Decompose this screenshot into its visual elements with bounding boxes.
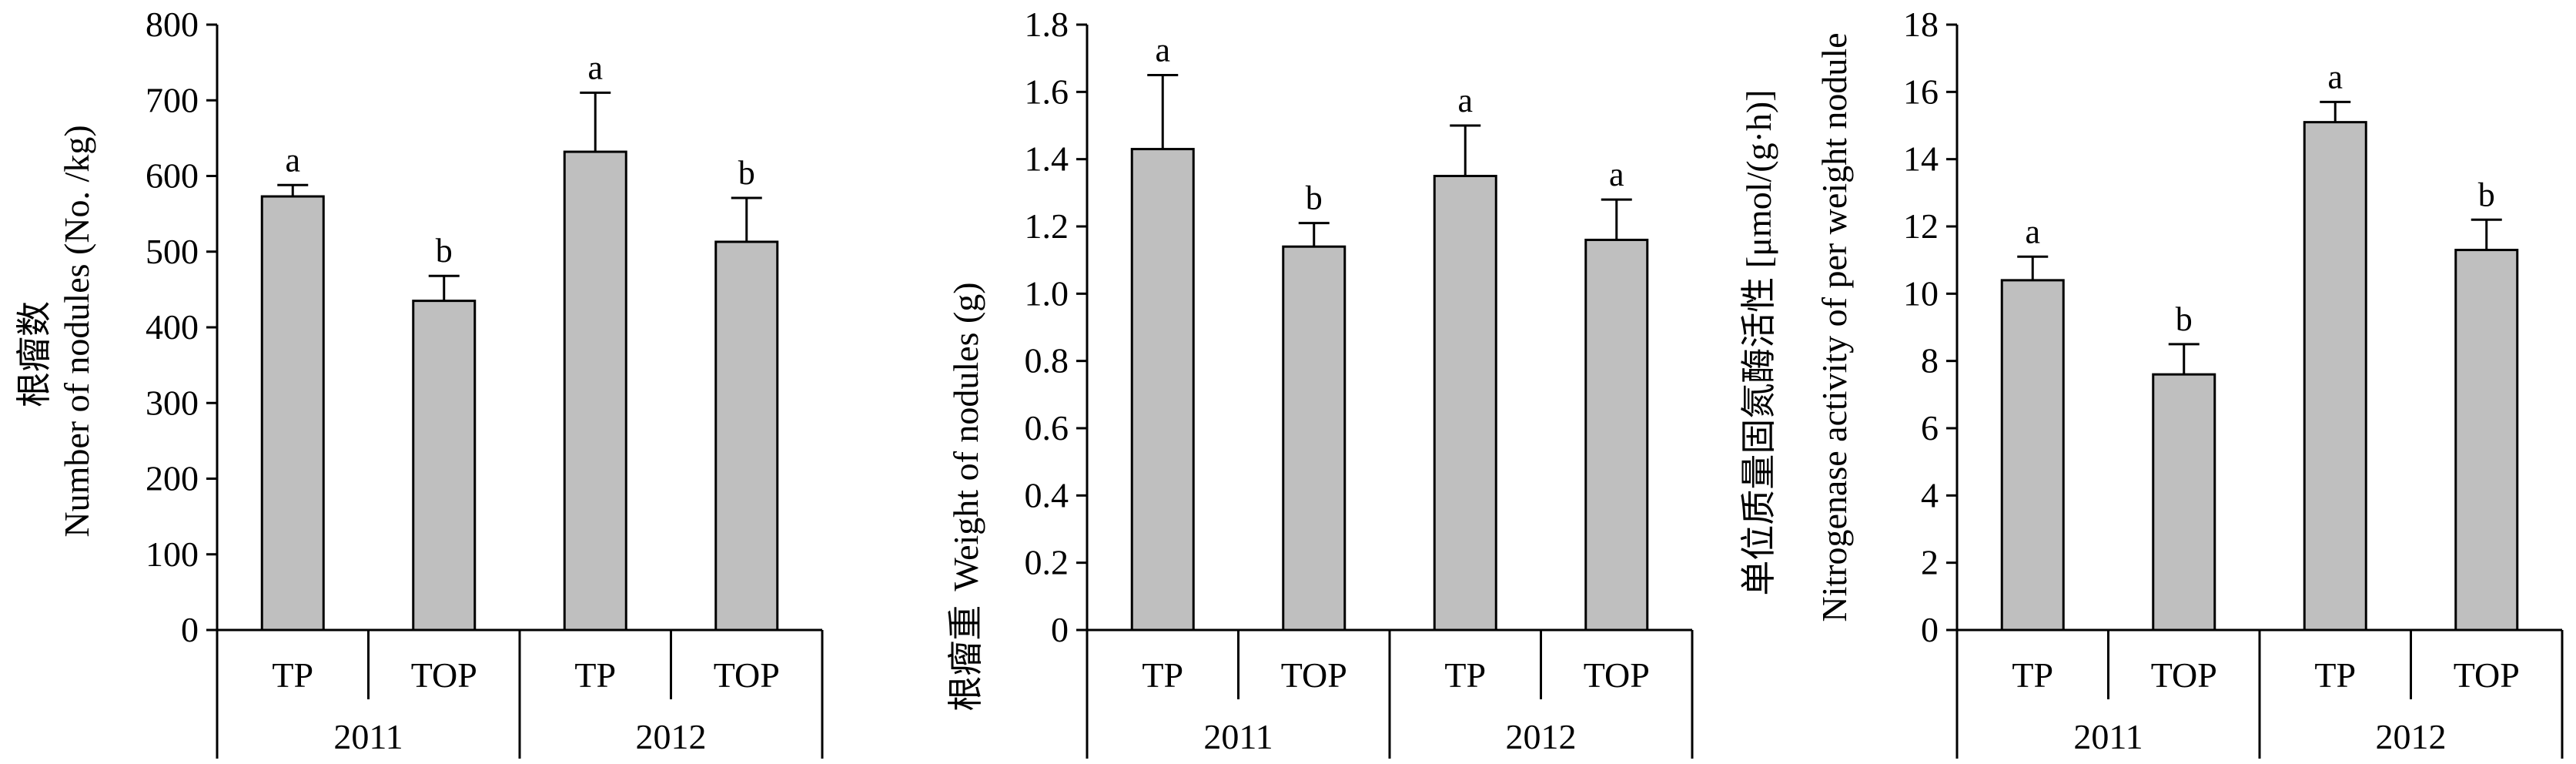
y-tick-label: 1.4 — [1025, 139, 1069, 179]
y-tick-label: 1.8 — [1025, 5, 1069, 44]
bar — [1130, 148, 1195, 632]
y-axis-title-en: Nitrogenase activity of per weight nodul… — [1815, 32, 1854, 622]
significance-letter: a — [2025, 213, 2040, 250]
y-tick-label: 1.6 — [1025, 72, 1069, 111]
bar — [2000, 279, 2065, 632]
bar — [2454, 249, 2519, 632]
group-label: 2012 — [2376, 717, 2447, 756]
group-label: 2011 — [1203, 717, 1273, 756]
bar — [412, 300, 477, 632]
group-label: 2012 — [1506, 717, 1577, 756]
y-tick-label: 0.6 — [1025, 408, 1069, 447]
y-tick-label: 400 — [146, 307, 199, 347]
bar — [1584, 238, 1649, 632]
y-axis-title-en: Number of nodules (No. /kg) — [57, 125, 96, 537]
chart-panel-nodule-weight: 0 0.2 0.4 0.6 0.8 1.0 1.2 1.4 1.6 1.8 a TP b TOP a TP a T… — [946, 5, 1694, 759]
category-label: TOP — [714, 655, 780, 695]
group-label: 2011 — [333, 717, 403, 756]
y-tick-label: 500 — [146, 232, 199, 271]
significance-letter: b — [436, 232, 453, 270]
y-tick-label: 200 — [146, 459, 199, 498]
y-tick-label: 6 — [1921, 408, 1939, 447]
y-tick-label: 1.0 — [1025, 273, 1069, 313]
bar — [260, 195, 325, 632]
category-label: TOP — [411, 655, 477, 695]
y-tick-label: 4 — [1921, 475, 1939, 514]
category-label: TP — [2314, 655, 2356, 695]
y-tick-label: 0.2 — [1025, 543, 1069, 582]
y-tick-label: 100 — [146, 534, 199, 574]
y-tick-label: 600 — [146, 156, 199, 196]
significance-letter: b — [1306, 179, 1323, 217]
y-axis-title-cn: 根瘤数 — [15, 301, 54, 407]
significance-letter: a — [587, 49, 603, 86]
y-tick-label: 0 — [1051, 610, 1069, 649]
y-tick-label: 12 — [1903, 206, 1939, 246]
category-label: TOP — [1281, 655, 1347, 695]
bar — [714, 240, 779, 632]
significance-letter: b — [2478, 176, 2495, 213]
significance-letter: a — [2327, 58, 2343, 96]
significance-letter: b — [738, 154, 755, 192]
category-label: TP — [574, 655, 616, 695]
category-label: TOP — [2454, 655, 2520, 695]
bar — [563, 150, 627, 632]
bar — [1282, 245, 1347, 632]
category-label: TP — [1444, 655, 1486, 695]
category-label: TP — [1142, 655, 1183, 695]
y-axis-title-cn: 单位质量固氮酶活性 [μmol/(g·h)] — [1739, 89, 1778, 595]
y-axis-title: 根瘤重 Weight of nodules (g) — [946, 282, 985, 711]
y-tick-label: 300 — [146, 383, 199, 422]
significance-letter: a — [1155, 32, 1170, 69]
significance-letter: a — [1457, 82, 1473, 119]
y-tick-label: 16 — [1903, 72, 1939, 111]
bar — [2303, 121, 2367, 632]
y-tick-label: 0.8 — [1025, 341, 1069, 380]
y-tick-label: 0 — [181, 610, 199, 649]
y-axis-title-cn: 根瘤重 — [946, 605, 985, 712]
y-tick-label: 1.2 — [1025, 206, 1069, 246]
category-label: TP — [272, 655, 313, 695]
y-tick-label: 8 — [1921, 341, 1939, 380]
y-tick-label: 800 — [146, 5, 199, 44]
y-tick-label: 14 — [1903, 139, 1939, 179]
bar — [2152, 373, 2216, 632]
y-tick-label: 18 — [1903, 5, 1939, 44]
y-tick-label: 700 — [146, 80, 199, 119]
y-tick-label: 10 — [1903, 273, 1939, 313]
chart-panel-nodule-number: 0100200300400500600700800aTPbTOPaTPbTOP2… — [15, 5, 824, 759]
group-label: 2012 — [636, 717, 707, 756]
significance-letter: b — [2176, 300, 2193, 338]
bar — [1433, 175, 1497, 632]
significance-letter: a — [1609, 156, 1624, 193]
y-axis-title-en: Weight of nodules (g) — [946, 282, 985, 591]
y-tick-label: 0.4 — [1025, 475, 1069, 514]
significance-letter: a — [285, 141, 300, 179]
group-label: 2011 — [2073, 717, 2143, 756]
y-tick-label: 2 — [1921, 543, 1939, 582]
y-tick-label: 0 — [1921, 610, 1939, 649]
category-label: TP — [2012, 655, 2053, 695]
category-label: TOP — [1584, 655, 1650, 695]
category-label: TOP — [2151, 655, 2217, 695]
